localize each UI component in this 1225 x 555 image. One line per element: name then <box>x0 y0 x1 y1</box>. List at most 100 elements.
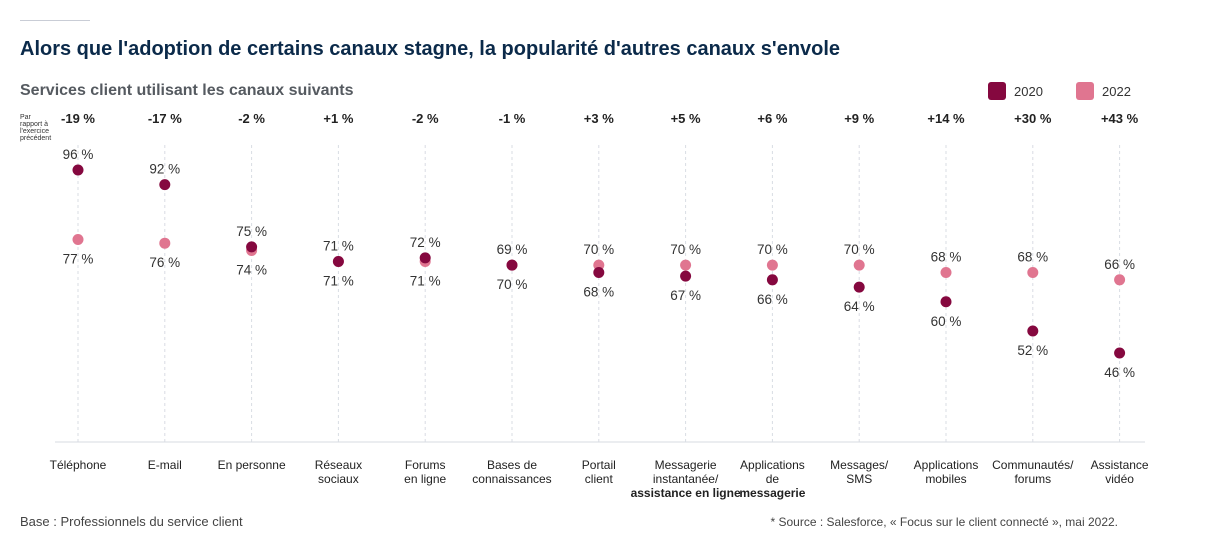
change-label: -1 % <box>499 111 526 126</box>
change-caption-line: l'exercice <box>20 128 49 135</box>
data-label-upper: 71 % <box>323 239 354 254</box>
change-label: -2 % <box>238 111 265 126</box>
point-2020 <box>680 270 692 282</box>
point-2022 <box>853 259 865 271</box>
point-2020 <box>246 241 258 253</box>
point-2022 <box>159 237 171 249</box>
category-label: sociaux <box>318 472 359 486</box>
footer-source-note: * Source : Salesforce, « Focus sur le cl… <box>770 515 1118 529</box>
chart-subtitle: Services client utilisant les canaux sui… <box>20 82 354 99</box>
point-2022 <box>940 266 952 278</box>
change-label: +3 % <box>584 111 614 126</box>
category-label: Applications <box>740 458 805 472</box>
point-2022 <box>766 259 778 271</box>
data-label-lower: 64 % <box>844 299 875 314</box>
category-label: assistance en ligne <box>631 486 741 500</box>
data-label-lower: 74 % <box>236 263 267 278</box>
point-2020 <box>853 281 865 293</box>
category-label: Assistance <box>1091 458 1149 472</box>
data-label-lower: 67 % <box>670 288 701 303</box>
legend-label-2020: 2020 <box>1014 83 1043 99</box>
point-2022 <box>1114 274 1126 286</box>
data-label-lower: 66 % <box>757 292 788 307</box>
data-label-lower: 77 % <box>63 252 94 267</box>
category-label: connaissances <box>472 472 551 486</box>
category-label: instantanée/ <box>653 472 719 486</box>
change-caption-line: rapport à <box>20 121 48 128</box>
data-label-lower: 76 % <box>149 255 180 270</box>
legend-label-2022: 2022 <box>1102 83 1131 99</box>
category-label: Applications <box>914 458 979 472</box>
change-caption-line: précédent <box>20 135 51 142</box>
point-2020 <box>159 179 171 191</box>
change-label: +14 % <box>927 111 965 126</box>
data-label-lower: 60 % <box>931 314 962 329</box>
data-label-upper: 75 % <box>236 224 267 239</box>
category-label: Messages/ <box>830 458 889 472</box>
change-label: +30 % <box>1014 111 1052 126</box>
page-title: Alors que l'adoption de certains canaux … <box>20 38 841 60</box>
point-2020 <box>1114 347 1126 359</box>
change-label: +6 % <box>757 111 787 126</box>
point-2020 <box>1027 325 1039 337</box>
legend-swatch-2020 <box>988 82 1006 100</box>
category-label: Portail <box>582 458 616 472</box>
category-label: Forums <box>405 458 446 472</box>
data-label-lower: 52 % <box>1017 343 1048 358</box>
data-label-lower: 46 % <box>1104 365 1135 380</box>
data-label-upper: 70 % <box>583 242 614 257</box>
category-label: Bases de <box>487 458 537 472</box>
category-label: Communautés/ <box>992 458 1074 472</box>
data-label-upper: 96 % <box>63 147 94 162</box>
category-label: En personne <box>218 458 286 472</box>
data-label-lower: 70 % <box>497 277 528 292</box>
point-2022 <box>680 259 692 271</box>
data-label-upper: 70 % <box>844 242 875 257</box>
category-label: SMS <box>846 472 872 486</box>
point-2022 <box>1027 266 1039 278</box>
category-label: forums <box>1014 472 1051 486</box>
change-label: +5 % <box>671 111 701 126</box>
point-2022 <box>72 234 84 246</box>
point-2020 <box>419 252 431 264</box>
legend-item-2020: 2020 <box>988 82 1043 100</box>
data-label-upper: 69 % <box>497 242 528 257</box>
category-label: de <box>766 472 780 486</box>
category-label: Messagerie <box>655 458 717 472</box>
data-label-upper: 68 % <box>931 249 962 264</box>
category-label: en ligne <box>404 472 446 486</box>
change-caption-line: Par <box>20 114 32 121</box>
data-label-lower: 68 % <box>583 284 614 299</box>
change-label: +43 % <box>1101 111 1139 126</box>
legend-swatch-2022 <box>1076 82 1094 100</box>
data-label-upper: 68 % <box>1017 249 1048 264</box>
top-rule <box>20 20 90 21</box>
category-label: E-mail <box>148 458 182 472</box>
data-label-lower: 71 % <box>410 274 441 289</box>
data-label-upper: 70 % <box>757 242 788 257</box>
point-2020 <box>506 259 518 271</box>
category-label: Réseaux <box>315 458 362 472</box>
legend-item-2022: 2022 <box>1076 82 1131 100</box>
point-2020 <box>72 164 84 176</box>
data-label-upper: 66 % <box>1104 257 1135 272</box>
change-label: +9 % <box>844 111 874 126</box>
data-label-upper: 72 % <box>410 235 441 250</box>
category-label: messagerie <box>739 486 805 500</box>
data-label-upper: 70 % <box>670 242 701 257</box>
change-label: -17 % <box>148 111 182 126</box>
category-label: Téléphone <box>50 458 107 472</box>
point-2020 <box>332 256 344 267</box>
point-2020 <box>766 274 778 286</box>
data-label-lower: 71 % <box>323 274 354 289</box>
category-label: mobiles <box>925 472 966 486</box>
point-2020 <box>593 266 605 278</box>
data-label-upper: 92 % <box>149 162 180 177</box>
footer-base-note: Base : Professionnels du service client <box>20 514 243 529</box>
change-label: +1 % <box>323 111 353 126</box>
category-label: vidéo <box>1105 472 1134 486</box>
change-label: -2 % <box>412 111 439 126</box>
point-2020 <box>940 296 952 308</box>
category-label: client <box>585 472 614 486</box>
